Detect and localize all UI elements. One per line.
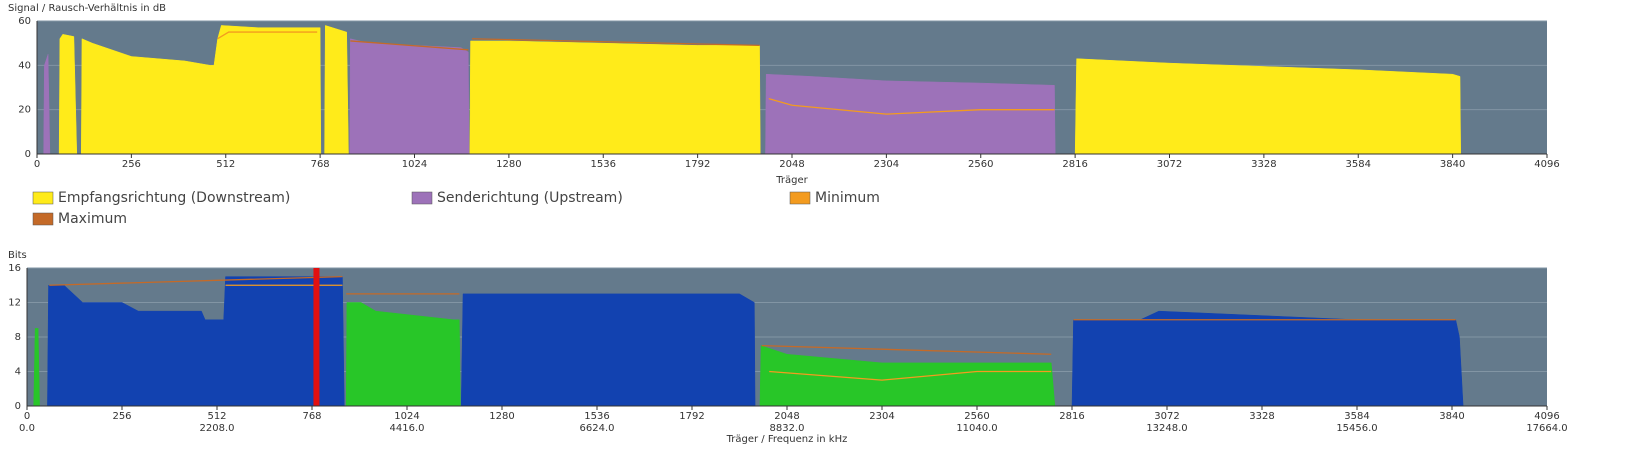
x-tick-label: 4096 xyxy=(1534,411,1559,422)
y-tick-label: 60 xyxy=(18,16,31,27)
x-tick-label: 1792 xyxy=(685,159,710,170)
x-tick-label: 2304 xyxy=(869,411,894,422)
line xyxy=(225,284,1052,381)
area xyxy=(37,38,1547,155)
marker xyxy=(313,268,320,406)
x-tick-label-2: 6624.0 xyxy=(580,423,615,434)
legend-swatch xyxy=(32,212,54,226)
y-tick-label: 12 xyxy=(8,298,21,309)
x-tick-label-2: 11040.0 xyxy=(956,423,997,434)
chart-title: Bits xyxy=(8,250,27,261)
y-tick-label: 4 xyxy=(15,367,21,378)
legend-label: Senderichtung (Upstream) xyxy=(437,190,623,206)
area xyxy=(37,25,1547,155)
x-tick-label: 512 xyxy=(207,411,226,422)
x-tick-label: 4096 xyxy=(1534,159,1559,170)
x-tick-label: 1280 xyxy=(489,411,514,422)
x-tick-label: 3840 xyxy=(1439,411,1464,422)
x-tick-label: 3072 xyxy=(1157,159,1182,170)
legend-swatch xyxy=(789,191,811,205)
x-tick-label-2: 0.0 xyxy=(19,423,35,434)
x-tick-label: 3328 xyxy=(1249,411,1274,422)
x-tick-label: 512 xyxy=(216,159,235,170)
x-tick-label: 1536 xyxy=(584,411,609,422)
x-tick-label-2: 15456.0 xyxy=(1336,423,1377,434)
x-tick-label: 256 xyxy=(122,159,141,170)
x-tick-label: 3328 xyxy=(1251,159,1276,170)
legend-label: Empfangsrichtung (Downstream) xyxy=(58,190,290,206)
chart-title: Signal / Rausch-Verhältnis in dB xyxy=(8,3,166,14)
legend-label: Minimum xyxy=(815,190,880,206)
legend-label: Maximum xyxy=(58,211,127,227)
x-tick-label: 0 xyxy=(24,411,30,422)
area xyxy=(27,302,1547,407)
x-tick-label-2: 13248.0 xyxy=(1146,423,1187,434)
x-tick-label: 2816 xyxy=(1062,159,1087,170)
x-tick-label: 1792 xyxy=(679,411,704,422)
y-tick-label: 8 xyxy=(15,332,21,343)
x-axis-label: Träger / Frequenz in kHz xyxy=(726,434,848,445)
x-tick-label: 768 xyxy=(311,159,330,170)
y-tick-label: 20 xyxy=(18,105,31,116)
x-tick-label: 2048 xyxy=(779,159,804,170)
x-tick-label: 1536 xyxy=(591,159,616,170)
x-tick-label: 2560 xyxy=(968,159,993,170)
legend-swatch xyxy=(32,191,54,205)
y-tick-label: 16 xyxy=(8,263,21,274)
x-tick-label: 1024 xyxy=(394,411,419,422)
x-tick-label-2: 17664.0 xyxy=(1526,423,1567,434)
x-tick-label: 3072 xyxy=(1154,411,1179,422)
line xyxy=(217,31,1055,115)
line xyxy=(350,38,760,51)
x-tick-label: 0 xyxy=(34,159,40,170)
y-tick-label: 0 xyxy=(25,149,31,160)
y-tick-label: 40 xyxy=(18,60,31,71)
line xyxy=(49,275,1456,355)
y-tick-label: 0 xyxy=(15,401,21,412)
x-tick-label: 768 xyxy=(302,411,321,422)
x-tick-label: 256 xyxy=(112,411,131,422)
x-tick-label: 1280 xyxy=(496,159,521,170)
x-tick-label-2: 4416.0 xyxy=(390,423,425,434)
x-axis-label: Träger xyxy=(775,175,808,186)
x-tick-label: 3584 xyxy=(1344,411,1369,422)
x-tick-label: 2048 xyxy=(774,411,799,422)
x-tick-label-2: 8832.0 xyxy=(770,423,805,434)
x-tick-label: 2816 xyxy=(1059,411,1084,422)
legend-swatch xyxy=(411,191,433,205)
x-tick-label: 2560 xyxy=(964,411,989,422)
x-tick-label: 3840 xyxy=(1440,159,1465,170)
x-tick-label: 3584 xyxy=(1346,159,1371,170)
x-tick-label: 2304 xyxy=(874,159,899,170)
x-tick-label-2: 2208.0 xyxy=(200,423,235,434)
x-tick-label: 1024 xyxy=(402,159,427,170)
